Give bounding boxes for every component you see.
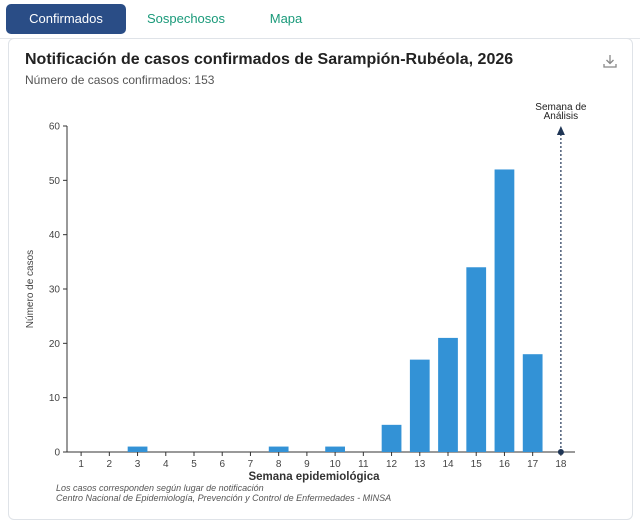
x-tick-label: 8 <box>276 459 282 470</box>
x-tick-label: 18 <box>555 459 567 470</box>
y-axis-title: Número de casos <box>25 250 36 328</box>
analysis-week-label: Análisis <box>544 111 578 122</box>
x-tick-label: 4 <box>163 459 169 470</box>
analysis-week-arrow <box>556 126 565 135</box>
y-tick-label: 60 <box>49 122 61 133</box>
chart-title: Notificación de casos confirmados de Sar… <box>25 51 514 68</box>
x-axis-title: Semana epidemiológica <box>248 471 380 483</box>
x-tick-label: 15 <box>471 459 483 470</box>
bar <box>409 359 430 452</box>
x-tick-label: 1 <box>78 459 84 470</box>
bar <box>381 424 402 452</box>
bar <box>127 446 148 452</box>
y-tick-label: 30 <box>49 285 61 296</box>
x-tick-label: 9 <box>304 459 310 470</box>
y-tick-label: 40 <box>49 230 61 241</box>
bar <box>325 446 345 452</box>
confirmed-count: Número de casos confirmados: 153 <box>25 73 215 87</box>
y-tick-label: 50 <box>49 176 61 187</box>
tab-sospechosos[interactable]: Sospechosos <box>146 11 226 26</box>
x-tick-label: 2 <box>107 459 113 470</box>
analysis-week-label: Semana de <box>535 102 587 113</box>
download-icon[interactable] <box>602 53 618 69</box>
x-tick-label: 3 <box>135 459 141 470</box>
bar <box>268 446 289 452</box>
x-tick-label: 10 <box>330 459 342 470</box>
tab-confirmados[interactable]: Confirmados <box>6 4 126 34</box>
bar <box>494 169 515 452</box>
bar <box>522 354 543 452</box>
tab-bar: Confirmados Sospechosos Mapa <box>0 0 640 39</box>
x-tick-label: 12 <box>386 459 398 470</box>
x-tick-label: 5 <box>191 459 197 470</box>
x-tick-label: 16 <box>499 459 511 470</box>
x-tick-label: 17 <box>527 459 539 470</box>
y-tick-label: 10 <box>49 393 61 404</box>
analysis-week-dot <box>557 449 564 455</box>
y-tick-label: 0 <box>54 448 60 459</box>
tab-mapa[interactable]: Mapa <box>269 11 303 26</box>
x-tick-label: 7 <box>248 459 254 470</box>
x-tick-label: 14 <box>442 459 454 470</box>
x-tick-label: 6 <box>219 459 225 470</box>
x-tick-label: 11 <box>358 459 369 470</box>
bar <box>466 267 487 452</box>
x-tick-label: 13 <box>414 459 426 470</box>
footnote: Centro Nacional de Epidemiología, Preven… <box>56 493 391 503</box>
y-tick-label: 20 <box>49 339 61 350</box>
footnote: Los casos corresponden según lugar de no… <box>56 483 264 493</box>
bar <box>438 337 458 452</box>
